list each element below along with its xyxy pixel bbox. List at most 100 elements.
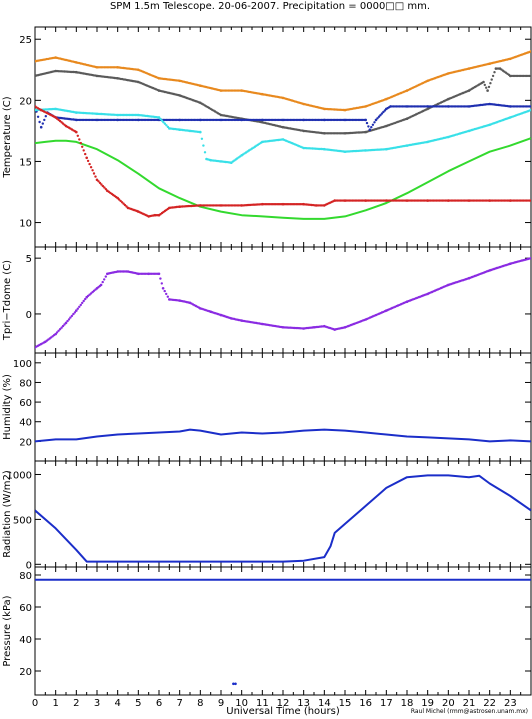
x-tick-label: 1	[52, 698, 58, 709]
data-point	[232, 682, 235, 686]
data-point	[41, 122, 44, 125]
x-tick-label: 17	[380, 698, 393, 709]
x-tick-label: 4	[114, 698, 120, 709]
y-axis-label: Humidity (%)	[2, 374, 13, 440]
data-point	[117, 198, 121, 201]
data-point	[70, 314, 74, 318]
data-point	[89, 166, 93, 169]
x-tick-label: 5	[135, 698, 141, 709]
data-point	[489, 82, 492, 85]
panel-1: 0 5 Tpri−Tdome (C)	[2, 246, 532, 354]
data-point	[78, 305, 81, 308]
data-point	[78, 138, 81, 141]
y-tick-label: 10	[19, 219, 32, 230]
data-point	[75, 130, 78, 134]
panel-frame	[34, 566, 532, 696]
data-point	[380, 112, 384, 115]
series-dots-red	[35, 105, 531, 218]
x-tick-label: 2	[73, 698, 79, 709]
data-point	[376, 117, 379, 120]
data-point	[54, 332, 57, 336]
series-line-green	[35, 137, 531, 220]
data-point	[63, 323, 66, 326]
data-point	[88, 162, 91, 166]
y-tick-label: 20	[19, 96, 32, 107]
data-point	[79, 141, 83, 145]
x-tick-label: 12	[277, 698, 290, 709]
data-point	[529, 199, 531, 202]
data-point	[203, 151, 207, 154]
x-tick-label: 16	[359, 698, 372, 709]
x-tick-label: 19	[421, 698, 434, 709]
x-tick-label: 9	[218, 698, 224, 709]
x-tick-label: 0	[32, 698, 38, 709]
data-point	[55, 331, 59, 334]
data-point	[486, 89, 489, 92]
data-point	[367, 125, 370, 128]
data-point	[82, 299, 85, 303]
data-point	[234, 682, 237, 686]
series-dots-purple	[35, 256, 531, 349]
y-tick-label: 15	[19, 157, 32, 168]
data-point	[529, 50, 531, 53]
y-tick-label: 1000	[7, 470, 32, 481]
y-tick-label: 0	[26, 310, 32, 321]
data-point	[163, 289, 166, 293]
data-point	[95, 178, 99, 182]
data-point	[487, 85, 491, 89]
data-point	[493, 71, 496, 74]
data-point	[373, 121, 376, 124]
data-point	[38, 120, 41, 124]
data-point	[159, 277, 162, 280]
y-tick-label: 80	[19, 378, 32, 389]
data-point	[57, 329, 60, 332]
y-axis-label: Pressure (kPa)	[2, 595, 13, 666]
x-tick-label: 18	[401, 698, 414, 709]
data-point	[97, 180, 100, 183]
data-point	[483, 83, 486, 87]
data-point	[166, 295, 169, 298]
y-axis-label: Temperature (C)	[2, 96, 13, 178]
data-point	[84, 152, 87, 156]
data-point	[485, 86, 488, 89]
series-group	[35, 474, 531, 563]
series-line-blue	[35, 428, 531, 443]
data-point	[58, 328, 62, 331]
data-point	[120, 201, 124, 204]
x-tick-label: 20	[442, 698, 455, 709]
x-tick-label: 10	[235, 698, 248, 709]
series-group	[35, 428, 531, 443]
data-point	[119, 199, 122, 203]
data-point	[377, 115, 381, 118]
data-point	[160, 119, 164, 122]
series-group	[35, 578, 531, 686]
data-point	[76, 307, 80, 310]
data-point	[165, 124, 168, 127]
data-point	[44, 115, 47, 118]
data-point	[60, 326, 63, 329]
data-point	[491, 74, 495, 78]
x-tick-label: 14	[318, 698, 331, 709]
data-point	[371, 123, 375, 127]
data-point	[160, 282, 163, 285]
y-tick-label: 0	[26, 560, 32, 571]
panel-frame	[34, 246, 532, 354]
data-point	[199, 130, 202, 134]
y-tick-label: 60	[19, 398, 32, 409]
data-point	[482, 80, 485, 84]
data-point	[81, 301, 84, 305]
data-point	[98, 181, 102, 185]
panel-0: 10 15 20 25 Temperature (C)	[2, 26, 532, 248]
data-point	[86, 159, 90, 163]
data-point	[159, 117, 162, 121]
x-tick-label: 23	[504, 698, 517, 709]
x-tick-label: 3	[94, 698, 100, 709]
data-point	[529, 256, 531, 260]
data-point	[85, 156, 88, 160]
x-tick-label: 13	[297, 698, 310, 709]
series-dots-gray	[35, 67, 531, 135]
data-point	[103, 186, 106, 189]
